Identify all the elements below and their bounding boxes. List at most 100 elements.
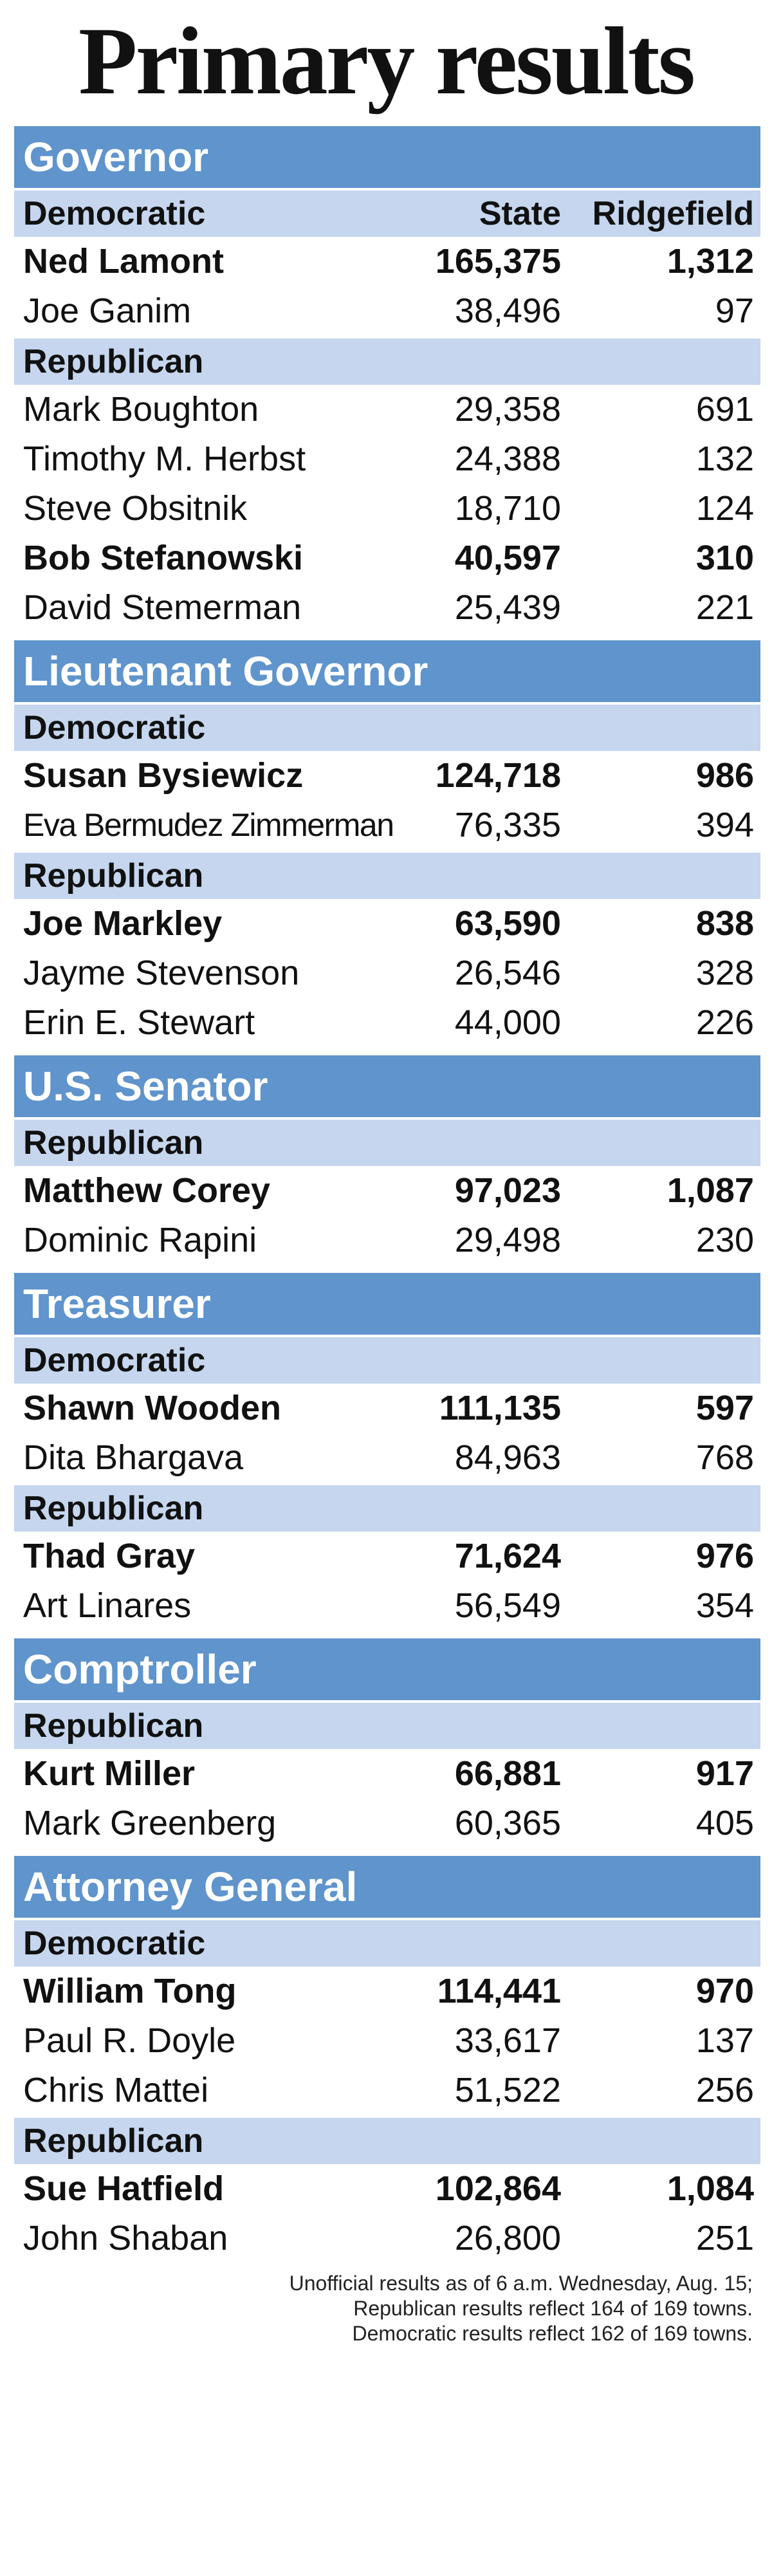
candidate-row: Thad Gray 71,624 976: [14, 1532, 760, 1581]
candidate-row: Dominic Rapini 29,498 230: [14, 1216, 760, 1265]
candidate-row: Ned Lamont 165,375 1,312: [14, 237, 760, 286]
state-column-header: [419, 2118, 561, 2164]
candidate-name: Timothy M. Herbst: [23, 440, 306, 478]
candidate-name: John Shaban: [23, 2219, 228, 2257]
footnote: Unofficial results as of 6 a.m. Wednesda…: [0, 2271, 772, 2346]
state-votes: 25,439: [454, 588, 561, 627]
party-row-republican: Republican: [14, 1120, 760, 1166]
candidate-row: William Tong 114,441 970: [14, 1967, 760, 2016]
race-governor: Governor Democratic State Ridgefield Ned Lam…: [14, 126, 760, 633]
candidate-name: Erin E. Stewart: [23, 1003, 255, 1042]
ridgefield-votes: 124: [695, 489, 754, 528]
town-column-header: [561, 705, 760, 751]
candidate-row: John Shaban 26,800 251: [14, 2214, 760, 2263]
state-column-header: [419, 338, 561, 385]
candidate-name: William Tong: [23, 1972, 237, 2010]
state-column-header: State: [479, 195, 561, 232]
ridgefield-votes: 310: [695, 539, 754, 577]
footnote-line: Unofficial results as of 6 a.m. Wednesda…: [289, 2272, 753, 2295]
ridgefield-votes: 405: [695, 1804, 754, 1842]
ridgefield-votes: 137: [695, 2021, 754, 2060]
state-votes: 97,023: [454, 1171, 561, 1210]
party-row-republican: Republican: [14, 2118, 760, 2164]
party-row-democratic: Democratic: [14, 1920, 760, 1967]
ridgefield-votes: 597: [695, 1389, 754, 1427]
party-label: Republican: [23, 1124, 204, 1162]
candidate-row: Joe Markley 63,590 838: [14, 899, 760, 949]
state-votes: 111,135: [439, 1389, 561, 1427]
party-label: Republican: [23, 343, 204, 380]
races-table: Governor Democratic State Ridgefield Ned Lam…: [0, 126, 772, 2263]
candidate-row: Joe Ganim 38,496 97: [14, 286, 760, 336]
state-votes: 29,358: [454, 390, 561, 429]
candidate-name: Dita Bhargava: [23, 1438, 244, 1477]
candidate-row: Mark Boughton 29,358 691: [14, 385, 760, 434]
footnote-line: Democratic results reflect 162 of 169 to…: [352, 2322, 753, 2345]
candidate-row: Eva Bermudez Zimmerman 76,335 394: [14, 801, 760, 850]
candidate-row: Dita Bhargava 84,963 768: [14, 1433, 760, 1483]
candidate-name: Matthew Corey: [23, 1171, 271, 1210]
ridgefield-votes: 230: [695, 1221, 754, 1259]
state-votes: 51,522: [454, 2071, 561, 2109]
state-votes: 71,624: [454, 1537, 561, 1575]
state-votes: 24,388: [454, 440, 561, 478]
ridgefield-votes: 768: [695, 1438, 754, 1477]
candidate-name: Art Linares: [23, 1586, 192, 1625]
candidate-row: Kurt Miller 66,881 917: [14, 1749, 760, 1799]
state-votes: 114,441: [437, 1972, 561, 2010]
candidate-name: Mark Boughton: [23, 390, 259, 429]
candidate-name: Bob Stefanowski: [23, 539, 304, 577]
state-votes: 124,718: [435, 756, 561, 795]
ridgefield-votes: 256: [695, 2071, 754, 2109]
state-column-header: [419, 853, 561, 899]
ridgefield-votes: 976: [695, 1537, 754, 1575]
state-votes: 102,864: [435, 2169, 561, 2208]
candidate-row: Shawn Wooden 111,135 597: [14, 1384, 760, 1433]
ridgefield-votes: 226: [695, 1003, 754, 1042]
party-label: Republican: [23, 857, 204, 894]
party-label: Republican: [23, 1490, 204, 1527]
race-header: Governor: [14, 126, 760, 188]
state-votes: 63,590: [454, 904, 561, 943]
party-label: Democratic: [23, 709, 206, 746]
ridgefield-votes: 917: [695, 1754, 754, 1793]
state-column-header: [419, 1120, 561, 1166]
town-column-header: [561, 1337, 760, 1384]
candidate-name: Jayme Stevenson: [23, 954, 300, 992]
candidate-name: Shawn Wooden: [23, 1389, 281, 1427]
race-treasurer: Treasurer Democratic Shawn Wooden 111,135 59…: [14, 1273, 760, 1631]
race-comptroller: Comptroller Republican Kurt Miller 66,881 91…: [14, 1638, 760, 1848]
state-votes: 165,375: [435, 242, 561, 281]
state-votes: 18,710: [454, 489, 561, 528]
ridgefield-votes: 1,087: [666, 1171, 754, 1210]
state-column-header: [419, 1920, 561, 1967]
candidate-row: Art Linares 56,549 354: [14, 1581, 760, 1631]
ridgefield-votes: 221: [695, 588, 754, 627]
race-u-s-senator: U.S. Senator Republican Matthew Corey 97,02…: [14, 1055, 760, 1265]
ridgefield-votes: 986: [695, 756, 754, 795]
town-column-header: [561, 1920, 760, 1967]
state-column-header: [419, 1485, 561, 1532]
race-attorney-general: Attorney General Democratic William Tong 11…: [14, 1856, 760, 2263]
state-votes: 84,963: [454, 1438, 561, 1477]
candidate-name: Mark Greenberg: [23, 1804, 277, 1842]
candidate-name: Thad Gray: [23, 1537, 196, 1575]
ridgefield-votes: 97: [715, 292, 754, 330]
town-column-header: [561, 1120, 760, 1166]
candidate-name: Kurt Miller: [23, 1754, 196, 1793]
state-votes: 38,496: [454, 292, 561, 330]
state-votes: 40,597: [454, 539, 561, 577]
candidate-name: Paul R. Doyle: [23, 2021, 236, 2060]
state-column-header: [419, 1703, 561, 1749]
party-row-democratic: Democratic: [14, 705, 760, 751]
race-header: U.S. Senator: [14, 1055, 760, 1117]
candidate-name: Dominic Rapini: [23, 1221, 257, 1259]
race-header: Attorney General: [14, 1856, 760, 1918]
state-votes: 33,617: [454, 2021, 561, 2060]
ridgefield-votes: 132: [695, 440, 754, 478]
candidate-row: Erin E. Stewart 44,000 226: [14, 998, 760, 1048]
party-row-republican: Republican: [14, 853, 760, 899]
candidate-row: Matthew Corey 97,023 1,087: [14, 1166, 760, 1216]
state-votes: 56,549: [454, 1586, 561, 1625]
